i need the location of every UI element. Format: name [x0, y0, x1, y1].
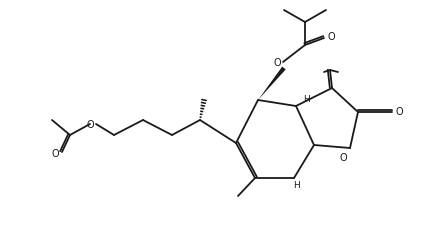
Text: O: O: [327, 32, 335, 42]
Text: O: O: [339, 153, 347, 163]
Text: H: H: [302, 95, 309, 104]
Text: O: O: [86, 120, 94, 130]
Polygon shape: [258, 67, 286, 100]
Text: H: H: [294, 182, 300, 191]
Text: O: O: [51, 149, 59, 159]
Text: O: O: [395, 107, 403, 117]
Text: O: O: [273, 58, 281, 68]
